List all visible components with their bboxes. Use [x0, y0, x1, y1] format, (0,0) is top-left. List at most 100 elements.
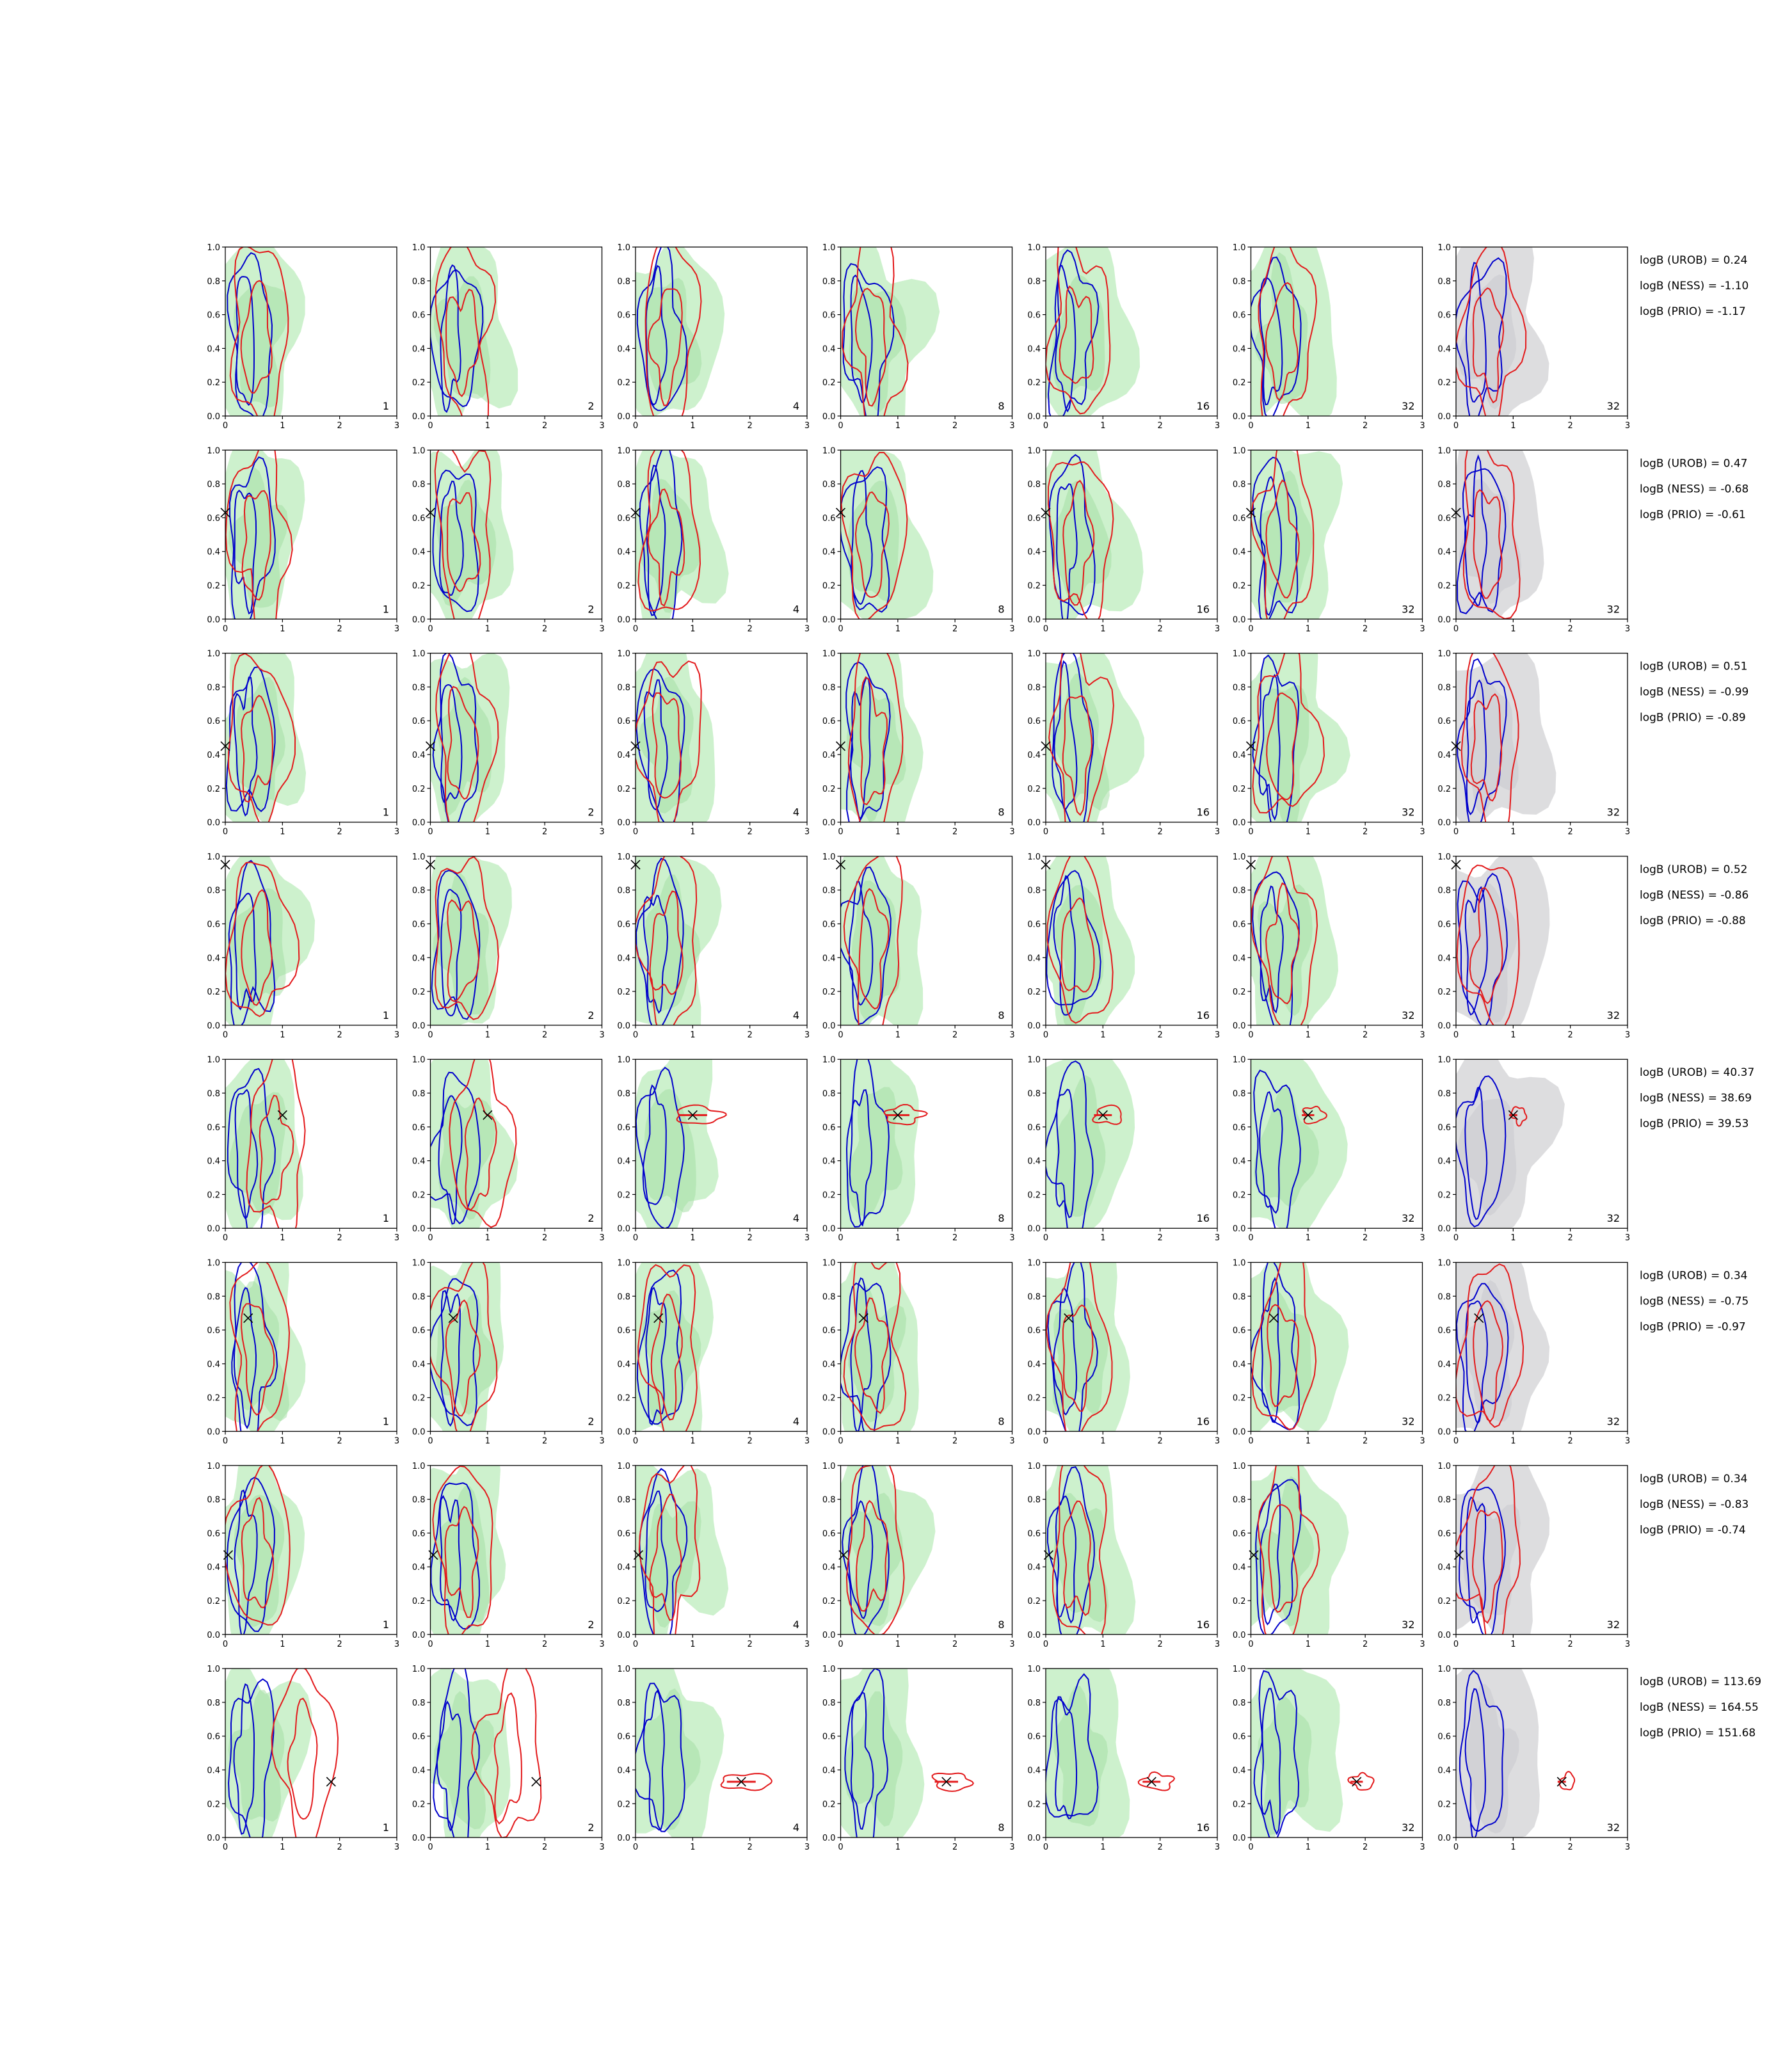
x-tick-label: 1 — [280, 421, 285, 431]
red-contour-inner — [1062, 1304, 1094, 1412]
panel-index-label: 32 — [1402, 1821, 1414, 1834]
axes-frame — [225, 1465, 397, 1635]
y-tick-label: 0.8 — [617, 1496, 630, 1505]
y-tick-label: 0.4 — [1437, 1157, 1451, 1167]
y-tick-label: 0.8 — [1437, 1292, 1451, 1302]
red-contour-inner — [1470, 693, 1503, 802]
y-tick-label: 1.0 — [617, 1665, 630, 1674]
density-core-region — [1054, 884, 1104, 1025]
x-tick-label: 0 — [1043, 1640, 1048, 1649]
y-tick-label: 1.0 — [1027, 1259, 1041, 1268]
y-tick-label: 1.0 — [1027, 650, 1041, 659]
y-tick-label: 0.2 — [207, 378, 220, 388]
logb-stat: logB (UROB) = 0.47 — [1640, 457, 1747, 470]
panel-r4-c5: 0 1 2 3 0.0 0.2 0.4 0.6 0.8 1.0 16 — [1027, 852, 1220, 1040]
y-tick-label: 0.8 — [822, 480, 836, 490]
y-tick-label: 1.0 — [1233, 1055, 1246, 1065]
y-tick-label: 0.4 — [412, 1157, 426, 1167]
red-contour-outer — [843, 856, 903, 1025]
blue-contour-outer — [842, 263, 895, 416]
y-tick-label: 0.8 — [1027, 1699, 1041, 1708]
y-tick-label: 0.2 — [1233, 378, 1246, 388]
x-tick-label: 3 — [804, 1843, 810, 1852]
red-contour-inner — [241, 1496, 275, 1608]
y-tick-label: 0.0 — [412, 615, 426, 625]
axes-frame — [840, 1261, 1013, 1432]
x-tick-label: 3 — [394, 1030, 399, 1040]
y-tick-label: 0.2 — [617, 1190, 630, 1200]
x-tick-label: 3 — [804, 828, 810, 837]
y-tick-label: 0.6 — [617, 920, 630, 930]
panel-r6-c1: 0 1 2 3 0.0 0.2 0.4 0.6 0.8 1.0 1 — [207, 1259, 399, 1446]
x-tick-label: 1 — [690, 1437, 695, 1446]
y-tick-label: 0.0 — [207, 615, 220, 625]
y-tick-label: 0.0 — [1233, 1834, 1246, 1843]
panel-r7-c4: 0 1 2 3 0.0 0.2 0.4 0.6 0.8 1.0 8 — [822, 1462, 1015, 1649]
blue-contour-outer — [636, 247, 688, 412]
y-tick-label: 0.2 — [822, 378, 836, 388]
y-tick-label: 0.2 — [822, 582, 836, 591]
panel-contours — [1046, 247, 1140, 416]
panel-r1-c1: 0 1 2 3 0.0 0.2 0.4 0.6 0.8 1.0 1 — [207, 243, 399, 431]
density-core-region — [1254, 1476, 1315, 1627]
y-tick-label: 0.8 — [1437, 683, 1451, 692]
x-tick-label: 0 — [838, 624, 843, 634]
panel-contours — [430, 1668, 542, 1838]
red-contour-inner — [446, 492, 481, 593]
y-tick-label: 0.6 — [1233, 1123, 1246, 1133]
truth-marker — [1556, 1777, 1567, 1787]
x-tick-label: 0 — [838, 1437, 843, 1446]
red-contour-inner — [647, 488, 685, 607]
y-tick-label: 0.4 — [1027, 548, 1041, 557]
y-tick-label: 0.8 — [617, 683, 630, 692]
x-tick-label: 3 — [1009, 1233, 1014, 1243]
red-contour-inner — [860, 676, 888, 806]
row-stats-8: logB (UROB) = 113.69 logB (NESS) = 164.55… — [1640, 1676, 1761, 1740]
panel-index-label: 32 — [1402, 1619, 1414, 1631]
x-tick-label: 3 — [1215, 1233, 1220, 1243]
y-tick-label: 0.6 — [1027, 514, 1041, 524]
y-tick-label: 0.4 — [1027, 1766, 1041, 1776]
y-tick-label: 0.4 — [1437, 344, 1451, 354]
x-tick-label: 3 — [1215, 1437, 1220, 1446]
logb-stat: logB (PRIO) = 151.68 — [1640, 1727, 1756, 1740]
y-tick-label: 0.6 — [1027, 717, 1041, 726]
panel-contours — [430, 653, 510, 822]
y-tick-label: 1.0 — [207, 1462, 220, 1471]
red-contour-inner — [447, 899, 480, 1002]
y-tick-label: 0.0 — [1027, 1021, 1041, 1031]
y-tick-label: 0.6 — [822, 717, 836, 726]
red-contour-outer — [637, 1264, 698, 1432]
axes-frame — [840, 246, 1013, 417]
red-contour-outer — [1460, 653, 1519, 822]
blue-contour-inner — [1465, 262, 1487, 403]
density-core-region — [1254, 252, 1309, 404]
panel-index-label: 2 — [588, 603, 594, 615]
axes-frame — [1455, 246, 1628, 417]
y-tick-label: 0.6 — [207, 717, 220, 726]
y-tick-label: 0.0 — [1027, 615, 1041, 625]
red-contour-inner — [1062, 479, 1095, 606]
panel-contours — [1046, 653, 1144, 822]
red-contour-inner — [1265, 882, 1300, 1005]
truth-marker — [653, 1313, 664, 1324]
y-tick-label: 0.6 — [1027, 1123, 1041, 1133]
y-tick-label: 1.0 — [412, 650, 426, 659]
panel-index-label: 2 — [588, 1212, 594, 1224]
blue-contour-inner — [440, 684, 463, 803]
y-tick-label: 1.0 — [617, 1259, 630, 1268]
red-contour-outer — [435, 653, 499, 822]
x-tick-label: 1 — [1100, 421, 1105, 431]
x-tick-label: 1 — [1306, 828, 1311, 837]
y-tick-label: 0.0 — [412, 412, 426, 422]
red-contour-outer — [1558, 1771, 1576, 1791]
red-contour-outer — [636, 856, 698, 1025]
x-tick-label: 0 — [633, 828, 638, 837]
blue-contour-outer — [1456, 658, 1507, 822]
blue-contour-outer — [1252, 654, 1300, 822]
y-tick-label: 0.6 — [822, 1732, 836, 1742]
blue-contour-outer — [1456, 1075, 1507, 1228]
blue-contour-inner — [643, 894, 669, 1014]
y-tick-label: 0.0 — [1437, 412, 1451, 422]
y-tick-label: 0.2 — [207, 1597, 220, 1606]
